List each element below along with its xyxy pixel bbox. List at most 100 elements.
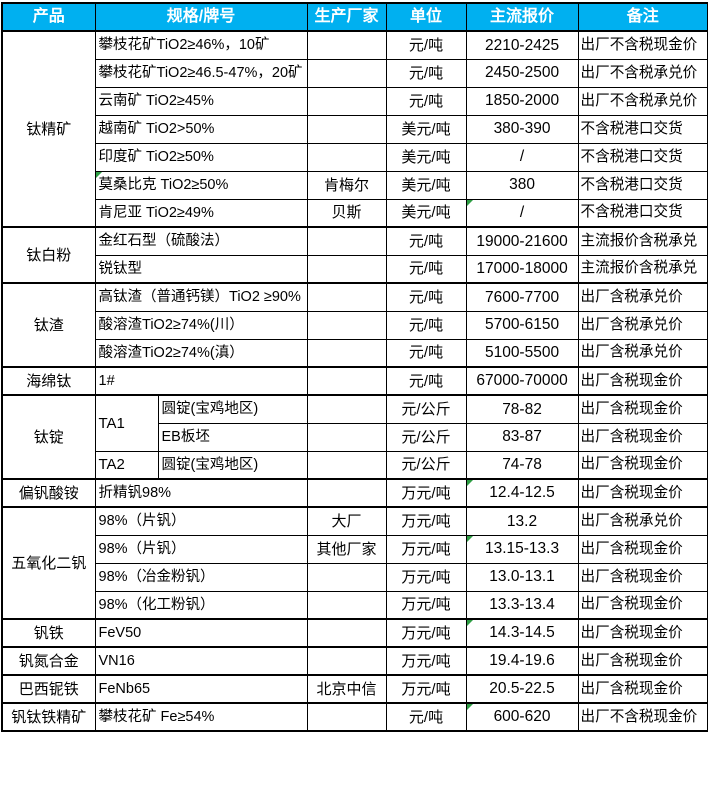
spec-cell: 肯尼亚 TiO2≥49% — [94, 198, 308, 228]
table-row: 钛渣 高钛渣（普通钙镁）TiO2 ≥90% 元/吨 7600-7700 出厂含税承兑价 — [1, 282, 708, 368]
maker-cell — [306, 58, 387, 88]
product-cell: 巴西铌铁 — [1, 674, 96, 704]
spec-cell: 莫桑比克 TiO2≥50% — [94, 170, 308, 200]
maker-cell — [306, 254, 387, 284]
price-cell: 600-620 — [465, 702, 579, 732]
spec-cell: 攀枝花矿 Fe≥54% — [94, 702, 308, 732]
maker-cell — [306, 30, 387, 60]
unit-cell: 万元/吨 — [385, 534, 467, 564]
table-row: 肯尼亚 TiO2≥49% 贝斯 美元/吨 / 不含税港口交货 — [2, 198, 708, 228]
unit-cell: 美元/吨 — [385, 198, 467, 228]
price-cell: 19000-21600 — [465, 226, 579, 256]
table-row: 钛锭 TA1 圆锭(宝鸡地区) 元/公斤 78-82 出厂含税现金价 — [1, 394, 708, 480]
maker-cell — [306, 338, 387, 368]
price-cell: 67000-70000 — [465, 366, 579, 396]
product-cell: 海绵钛 — [1, 366, 96, 396]
spec-cell: 攀枝花矿TiO2≥46.5-47%，20矿 — [94, 58, 308, 88]
maker-cell — [306, 422, 387, 452]
maker-cell — [306, 366, 387, 396]
table-row: 海绵钛 1# 元/吨 67000-70000 出厂含税现金价 — [1, 366, 708, 396]
unit-cell: 元/吨 — [385, 58, 467, 88]
col-header-maker: 生产厂家 — [306, 2, 387, 32]
price-cell: 13.3-13.4 — [465, 590, 579, 620]
product-cell: 钛锭 — [1, 394, 96, 480]
table-row: 锐钛型 元/吨 17000-18000 主流报价含税承兑 — [2, 254, 708, 284]
note-cell: 出厂含税现金价 — [577, 450, 708, 480]
note-cell: 出厂含税现金价 — [577, 674, 708, 704]
price-table: 产品 规格/牌号 生产厂家 单位 主流报价 备注 钛精矿 攀枝花矿TiO2≥46%… — [1, 2, 708, 732]
product-cell: 钛渣 — [1, 282, 96, 368]
price-cell: 2450-2500 — [465, 58, 579, 88]
maker-cell — [306, 226, 387, 256]
spec-cell: 越南矿 TiO2>50% — [94, 114, 308, 144]
comment-flag-icon — [467, 481, 473, 486]
table-row: 莫桑比克 TiO2≥50% 肯梅尔 美元/吨 380 不含税港口交货 — [2, 170, 708, 200]
note-cell: 不含税港口交货 — [577, 142, 708, 172]
unit-cell: 万元/吨 — [385, 618, 467, 648]
spec-cell: 印度矿 TiO2≥50% — [94, 142, 308, 172]
table-row: 攀枝花矿TiO2≥46.5-47%，20矿 元/吨 2450-2500 出厂不含税承兑… — [2, 58, 708, 88]
unit-cell: 万元/吨 — [385, 646, 467, 676]
product-cell: 钒钛铁精矿 — [1, 702, 96, 732]
grade-cell: TA2 — [94, 450, 159, 480]
price-cell: 380-390 — [465, 114, 579, 144]
table-row: 酸溶渣TiO2≥74%(川） 元/吨 5700-6150 出厂含税承兑价 — [2, 310, 708, 340]
spec-cell: 圆锭(宝鸡地区) — [157, 450, 308, 480]
note-cell: 出厂含税现金价 — [577, 618, 708, 648]
unit-cell: 美元/吨 — [385, 170, 467, 200]
unit-cell: 元/吨 — [385, 310, 467, 340]
table-header: 产品 规格/牌号 生产厂家 单位 主流报价 备注 — [1, 2, 708, 32]
table-row: 偏钒酸铵 折精钒98% 万元/吨 12.4-12.5 出厂含税现金价 — [1, 478, 708, 508]
note-cell: 出厂含税承兑价 — [577, 506, 708, 536]
note-cell: 出厂不含税承兑价 — [577, 86, 708, 116]
product-cell: 五氧化二钒 — [1, 506, 96, 620]
product-cell: 钛白粉 — [1, 226, 96, 284]
price-cell: 13.15-13.3 — [465, 534, 579, 564]
table-row: TA2 圆锭(宝鸡地区) 元/公斤 74-78 出厂含税现金价 — [2, 450, 708, 480]
maker-cell — [306, 618, 387, 648]
price-cell: 13.2 — [465, 506, 579, 536]
unit-cell: 万元/吨 — [385, 674, 467, 704]
spec-cell: 折精钒98% — [94, 478, 308, 508]
col-header-note: 备注 — [577, 2, 708, 32]
spec-cell: EB板坯 — [157, 422, 308, 452]
note-cell: 出厂含税现金价 — [577, 534, 708, 564]
table-row: 钛精矿 攀枝花矿TiO2≥46%，10矿 元/吨 2210-2425 出厂不含税现金价 — [1, 30, 708, 228]
price-cell: 7600-7700 — [465, 282, 579, 312]
note-cell: 出厂不含税现金价 — [577, 702, 708, 732]
table-row: 钛白粉 金红石型（硫酸法） 元/吨 19000-21600 主流报价含税承兑 — [1, 226, 708, 284]
maker-cell — [306, 86, 387, 116]
spec-cell: 酸溶渣TiO2≥74%(滇） — [94, 338, 308, 368]
price-cell: 74-78 — [465, 450, 579, 480]
unit-cell: 万元/吨 — [385, 562, 467, 592]
table-row: 钒钛铁精矿 攀枝花矿 Fe≥54% 元/吨 600-620 出厂不含税现金价 — [1, 702, 708, 732]
maker-cell — [306, 646, 387, 676]
table-row: 98%（冶金粉钒） 万元/吨 13.0-13.1 出厂含税现金价 — [2, 562, 708, 592]
maker-cell — [306, 310, 387, 340]
maker-cell — [306, 562, 387, 592]
unit-cell: 元/吨 — [385, 86, 467, 116]
unit-cell: 元/吨 — [385, 30, 467, 60]
price-cell: 13.0-13.1 — [465, 562, 579, 592]
table-row: 巴西铌铁 FeNb65 北京中信 万元/吨 20.5-22.5 出厂含税现金价 — [1, 674, 708, 704]
note-cell: 出厂含税承兑价 — [577, 310, 708, 340]
maker-cell — [306, 282, 387, 312]
maker-cell: 肯梅尔 — [306, 170, 387, 200]
note-cell: 出厂含税现金价 — [577, 422, 708, 452]
spec-cell: VN16 — [94, 646, 308, 676]
maker-cell — [306, 114, 387, 144]
spec-cell: 锐钛型 — [94, 254, 308, 284]
maker-cell — [306, 394, 387, 424]
unit-cell: 元/吨 — [385, 702, 467, 732]
note-cell: 出厂不含税承兑价 — [577, 58, 708, 88]
unit-cell: 美元/吨 — [385, 114, 467, 144]
unit-cell: 元/公斤 — [385, 394, 467, 424]
maker-cell: 贝斯 — [306, 198, 387, 228]
maker-cell — [306, 478, 387, 508]
comment-flag-icon — [96, 172, 102, 178]
grade-cell: TA1 — [94, 394, 159, 452]
table-row: 五氧化二钒 98%（片钒） 大厂 万元/吨 13.2 出厂含税承兑价 — [1, 506, 708, 620]
note-cell: 出厂含税承兑价 — [577, 338, 708, 368]
unit-cell: 万元/吨 — [385, 590, 467, 620]
maker-cell — [306, 450, 387, 480]
